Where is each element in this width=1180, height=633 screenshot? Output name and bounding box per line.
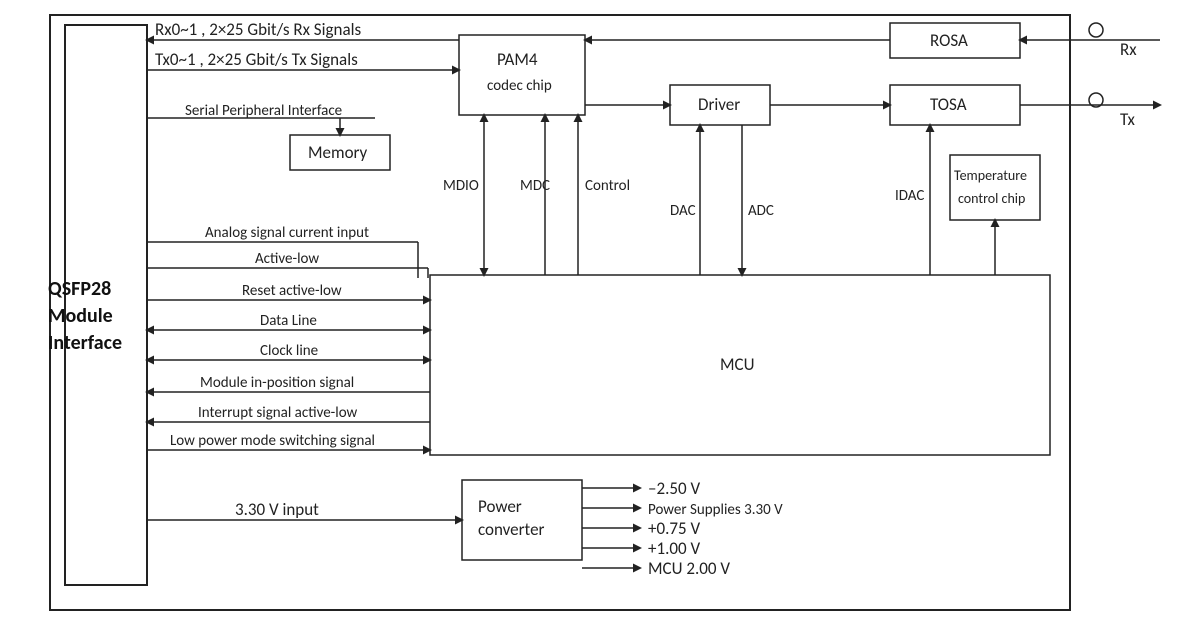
- analog-label: Analog signal current input: [205, 224, 369, 242]
- adc-label: ADC: [748, 202, 774, 220]
- tosa-block: TOSA: [890, 85, 1020, 125]
- idac-label: IDAC: [895, 187, 924, 205]
- tx-signal-label: Tx0~1 , 2×25 Gbit/s Tx Signals: [155, 49, 358, 70]
- pam4-line1: PAM4: [497, 49, 538, 70]
- mdio-label: MDIO: [443, 177, 479, 195]
- power-converter-block: Power converter: [462, 480, 582, 560]
- vin-label: 3.30 V input: [235, 499, 319, 520]
- control-label: Control: [585, 177, 630, 195]
- rx-label: Rx: [1120, 39, 1137, 60]
- lp-label: Low power mode switching signal: [170, 432, 375, 450]
- pout-2: +0.75 V: [648, 518, 700, 539]
- tosa-label: TOSA: [930, 94, 967, 115]
- driver-label: Driver: [698, 94, 740, 115]
- modpos-label: Module in-position signal: [200, 374, 354, 392]
- mcu-label: MCU: [720, 354, 755, 375]
- pam4-block: PAM4 codec chip: [459, 35, 585, 115]
- active-low-label: Active-low: [255, 250, 319, 268]
- int-label: Interrupt signal active-low: [198, 404, 358, 422]
- rosa-label: ROSA: [930, 30, 968, 51]
- rx-port: Rx: [1089, 23, 1137, 60]
- clock-line-label: Clock line: [260, 342, 318, 360]
- memory-block: Memory: [290, 135, 390, 170]
- power-line2: converter: [478, 519, 545, 540]
- temp-chip-block: Temperature control chip: [950, 155, 1040, 220]
- pout-1: Power Supplies 3.30 V: [648, 501, 783, 519]
- pout-3: +1.00 V: [648, 538, 700, 559]
- power-line1: Power: [478, 496, 522, 517]
- pout-0: –2.50 V: [648, 478, 700, 499]
- qsfp-line1: QSFP28: [48, 277, 111, 301]
- temp-line2: control chip: [958, 190, 1025, 207]
- reset-label: Reset active-low: [242, 282, 342, 300]
- mcu-block: MCU: [430, 275, 1050, 455]
- qsfp-line2: Module: [48, 304, 113, 328]
- dac-label: DAC: [670, 202, 696, 220]
- memory-label: Memory: [308, 142, 368, 163]
- pout-4: MCU 2.00 V: [648, 558, 730, 579]
- tx-port: Tx: [1089, 93, 1136, 130]
- rosa-block: ROSA: [890, 23, 1020, 58]
- data-line-label: Data Line: [260, 312, 317, 330]
- pam4-line2: codec chip: [487, 77, 552, 95]
- temp-line1: Temperature: [954, 167, 1027, 184]
- driver-block: Driver: [670, 85, 770, 125]
- block-diagram-svg: QSFP28 Module Interface PAM4 codec chip …: [0, 0, 1180, 633]
- mdc-label: MDC: [520, 177, 550, 195]
- rx-signal-label: Rx0~1 , 2×25 Gbit/s Rx Signals: [155, 19, 361, 40]
- qsfp-line3: Interface: [48, 331, 122, 355]
- tx-label: Tx: [1120, 109, 1136, 130]
